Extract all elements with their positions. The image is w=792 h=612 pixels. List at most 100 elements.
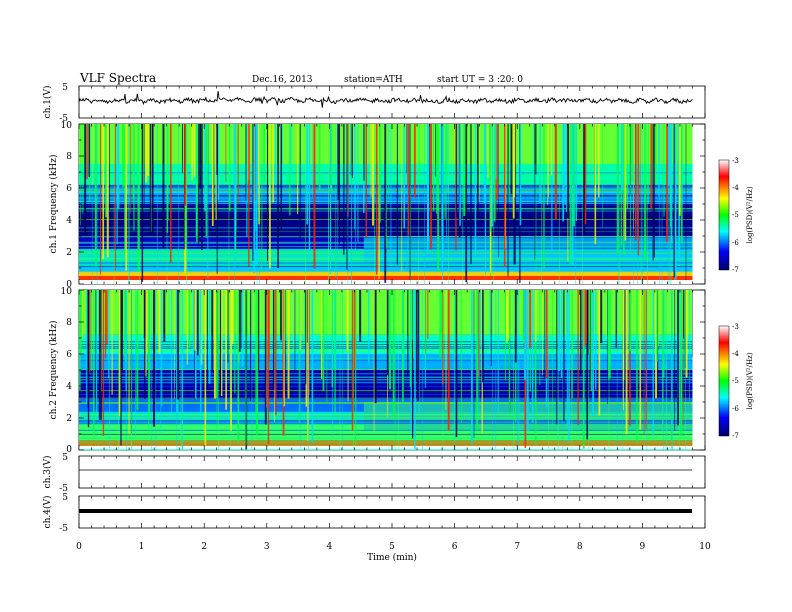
sferic-streak <box>463 124 466 217</box>
frequency-line <box>79 444 693 446</box>
sferic-streak <box>198 124 199 247</box>
sferic-streak <box>255 124 257 202</box>
sferic-streak <box>547 124 549 206</box>
sferic-streak <box>105 124 108 218</box>
sferic-streak <box>82 124 84 215</box>
sferic-streak <box>280 124 283 231</box>
sferic-streak <box>551 124 553 252</box>
sferic-streak <box>102 124 105 260</box>
frequency-line <box>79 351 693 352</box>
sferic-streak <box>524 290 527 380</box>
frequency-line <box>79 376 693 378</box>
sferic-streak <box>595 290 597 390</box>
sferic-streak <box>184 124 187 206</box>
sferic-streak <box>216 124 218 175</box>
sferic-streak <box>465 124 468 282</box>
sferic-streak <box>552 290 554 431</box>
sferic-streak <box>308 290 309 450</box>
sferic-streak <box>685 290 688 378</box>
sferic-streak <box>630 124 632 255</box>
ch4-waveform-ylabel: ch.4(V) <box>42 496 53 529</box>
sferic-streak <box>410 124 411 284</box>
sferic-streak <box>418 124 420 175</box>
sferic-streak <box>79 290 81 390</box>
xtick-label: 9 <box>640 542 646 552</box>
sferic-streak <box>287 290 290 399</box>
sferic-streak <box>495 290 497 450</box>
sferic-streak <box>205 124 208 238</box>
sferic-streak <box>90 290 92 371</box>
frequency-line <box>79 373 693 375</box>
sferic-streak <box>204 290 207 446</box>
colorbar-tick-label: -3 <box>732 157 739 165</box>
colorbar-tick-label: -4 <box>732 184 739 192</box>
sferic-streak <box>171 290 173 419</box>
sferic-streak <box>594 124 597 245</box>
ch2-colorbar-tick-labels: -3 -4 -5 -6 -7 <box>732 323 739 440</box>
sferic-streak <box>354 290 356 370</box>
sferic-streak <box>542 290 543 376</box>
sferic-streak <box>272 290 275 390</box>
sferic-streak <box>359 290 362 342</box>
sferic-streak <box>104 290 107 359</box>
sferic-streak <box>385 124 387 249</box>
sferic-streak <box>631 124 634 182</box>
sferic-streak <box>497 290 499 411</box>
sferic-streak <box>658 290 659 347</box>
frequency-line <box>79 417 693 419</box>
sferic-streak <box>495 124 498 179</box>
sferic-streak <box>534 124 537 175</box>
sferic-streak <box>283 290 285 407</box>
sferic-streak <box>624 124 627 241</box>
sferic-streak <box>126 290 127 450</box>
sferic-streak <box>298 290 300 424</box>
sferic-streak <box>337 124 338 284</box>
sferic-streak <box>636 290 638 443</box>
sferic-streak <box>626 124 628 209</box>
sferic-streak <box>460 290 462 423</box>
sferic-streak <box>648 124 650 205</box>
sferic-streak <box>517 290 519 450</box>
sferic-streak <box>598 124 600 198</box>
frequency-line <box>79 389 693 391</box>
sferic-streak <box>122 124 125 188</box>
frequency-line <box>79 420 693 422</box>
sferic-streak <box>652 124 654 261</box>
sferic-streak <box>91 124 93 284</box>
sferic-streak <box>234 290 236 394</box>
no-data-gap <box>692 290 705 450</box>
sferic-streak <box>401 124 403 272</box>
sferic-streak <box>346 124 348 270</box>
sferic-streak <box>101 290 102 420</box>
sferic-streak <box>429 124 430 204</box>
frequency-line <box>79 413 693 415</box>
sferic-streak <box>174 290 175 400</box>
sferic-streak <box>526 290 529 431</box>
sferic-streak <box>474 124 477 257</box>
sferic-streak <box>508 124 510 201</box>
sferic-streak <box>482 290 484 383</box>
ch1-colorbar <box>718 159 730 271</box>
sferic-streak <box>403 124 406 229</box>
sferic-streak <box>289 124 291 216</box>
sferic-streak <box>277 124 279 269</box>
sferic-streak <box>334 290 336 415</box>
sferic-streak <box>227 290 229 363</box>
sferic-streak <box>80 290 82 353</box>
sferic-streak <box>539 124 541 204</box>
sferic-streak <box>100 124 101 275</box>
sferic-streak <box>394 290 396 450</box>
sferic-streak <box>155 290 157 450</box>
sferic-streak <box>616 124 619 254</box>
sferic-streak <box>343 124 345 255</box>
sferic-streak <box>407 124 408 186</box>
sferic-streak <box>137 124 140 272</box>
sferic-streak <box>118 290 119 450</box>
sferic-streak <box>680 124 683 244</box>
sferic-streak <box>548 124 549 198</box>
sferic-streak <box>598 290 601 416</box>
frequency-line <box>79 346 693 348</box>
sferic-streak <box>208 290 211 384</box>
sferic-streak <box>207 124 209 278</box>
